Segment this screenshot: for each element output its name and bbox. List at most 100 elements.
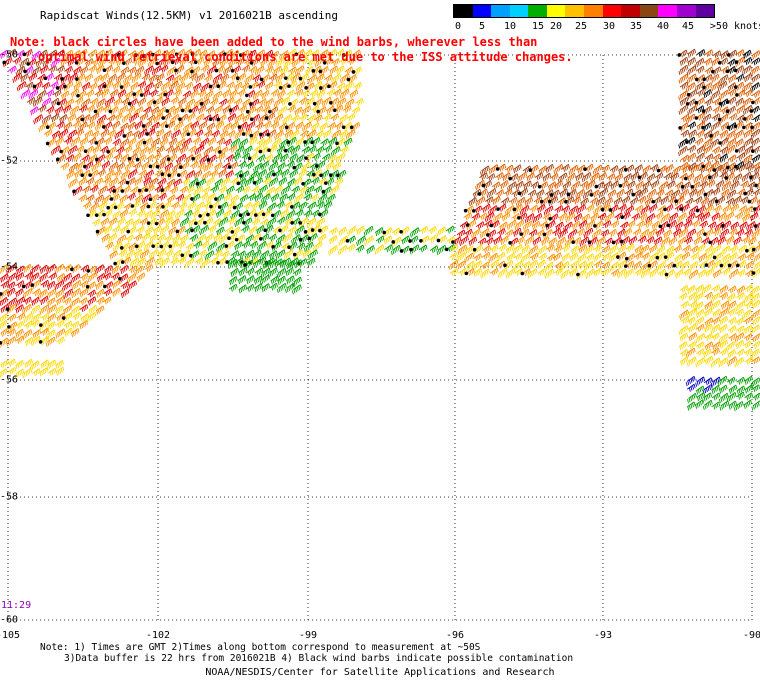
wind-barb — [295, 137, 305, 147]
wind-barb — [344, 81, 355, 92]
wind-barb — [299, 234, 310, 245]
wind-barb — [120, 225, 129, 235]
wind-barb — [160, 257, 170, 268]
contamination-dot — [345, 239, 350, 243]
wind-barb — [288, 226, 297, 234]
wind-barb — [679, 122, 689, 132]
legend-swatch — [676, 5, 696, 17]
contamination-dot — [481, 183, 486, 188]
wind-barb — [324, 57, 334, 66]
wind-barb — [457, 244, 468, 255]
wind-barb — [547, 181, 557, 191]
wind-barb — [449, 252, 458, 261]
wind-barb — [32, 329, 42, 339]
wind-barb — [303, 241, 314, 253]
wind-barb — [346, 113, 356, 122]
wind-barb — [88, 304, 98, 315]
contamination-dot — [216, 117, 221, 122]
wind-barb — [36, 89, 47, 101]
wind-barb — [674, 269, 684, 279]
contamination-dot — [303, 230, 308, 234]
wind-barb — [315, 160, 326, 171]
wind-barb — [472, 260, 483, 271]
wind-barb — [338, 235, 349, 247]
wind-barb — [98, 185, 108, 196]
wind-barb — [41, 114, 52, 125]
wind-barb — [156, 106, 167, 117]
wind-barb — [270, 50, 280, 60]
contamination-dot — [70, 267, 74, 272]
wind-barb — [712, 269, 722, 279]
contamination-dot — [113, 261, 117, 266]
wind-barb — [214, 178, 224, 188]
wind-barb — [356, 225, 365, 235]
wind-barb — [248, 225, 258, 235]
wind-barb — [173, 178, 182, 188]
wind-barb — [70, 297, 80, 308]
wind-barb — [45, 106, 55, 114]
wind-barb — [205, 106, 215, 114]
wind-barb — [56, 336, 65, 345]
wind-barb — [340, 146, 349, 154]
wind-barb — [128, 265, 138, 274]
wind-barb — [0, 313, 8, 323]
wind-barb — [303, 49, 313, 59]
wind-barb — [182, 105, 192, 114]
wind-barb — [225, 96, 235, 105]
wind-barb — [68, 162, 79, 173]
wind-barb — [624, 188, 634, 197]
wind-barb — [696, 121, 706, 131]
wind-barb — [336, 65, 345, 75]
wind-barb — [725, 341, 736, 352]
contamination-dot — [512, 207, 517, 212]
wind-barb — [131, 72, 142, 83]
wind-barb — [687, 393, 697, 404]
wind-barb — [12, 56, 22, 65]
wind-barb — [720, 300, 730, 310]
wind-barb — [40, 359, 50, 369]
contamination-dot — [95, 229, 100, 234]
contamination-dot — [155, 164, 160, 169]
wind-barb — [734, 317, 744, 326]
wind-barb — [141, 232, 151, 242]
wind-barb — [491, 220, 500, 229]
wind-barb — [728, 384, 738, 394]
wind-barb — [688, 162, 697, 172]
wind-barb — [336, 97, 347, 108]
wind-barb — [189, 161, 199, 170]
wind-barb — [727, 88, 737, 97]
wind-barb — [12, 72, 23, 83]
wind-barb — [167, 194, 176, 204]
wind-barb — [614, 173, 624, 183]
wind-barb — [148, 74, 158, 84]
wind-barb — [515, 180, 524, 190]
contamination-dot — [754, 183, 758, 188]
wind-barb — [428, 226, 437, 234]
wind-barb — [277, 275, 286, 285]
wind-barb — [111, 193, 120, 202]
wind-barb — [673, 245, 682, 253]
wind-barb — [70, 305, 81, 316]
wind-barb — [33, 114, 44, 125]
wind-barb — [665, 164, 674, 174]
contamination-dot — [548, 216, 552, 221]
contamination-dot — [245, 93, 249, 98]
wind-barb — [167, 169, 178, 181]
wind-barb — [691, 219, 701, 228]
wind-barb — [293, 176, 303, 186]
wind-barb — [645, 213, 656, 224]
wind-barb — [275, 234, 286, 245]
wind-barb — [236, 234, 246, 243]
wind-barb — [30, 304, 41, 315]
wind-barb — [176, 153, 187, 164]
wind-barb — [658, 181, 669, 192]
wind-barb — [300, 56, 310, 65]
wind-barb — [132, 200, 141, 209]
wind-barb — [625, 260, 635, 269]
contamination-dot — [222, 52, 227, 56]
wind-barb — [708, 171, 719, 183]
wind-barb — [640, 268, 651, 279]
wind-barb — [207, 136, 217, 147]
contamination-dot — [56, 101, 61, 106]
wind-barb — [96, 209, 106, 218]
